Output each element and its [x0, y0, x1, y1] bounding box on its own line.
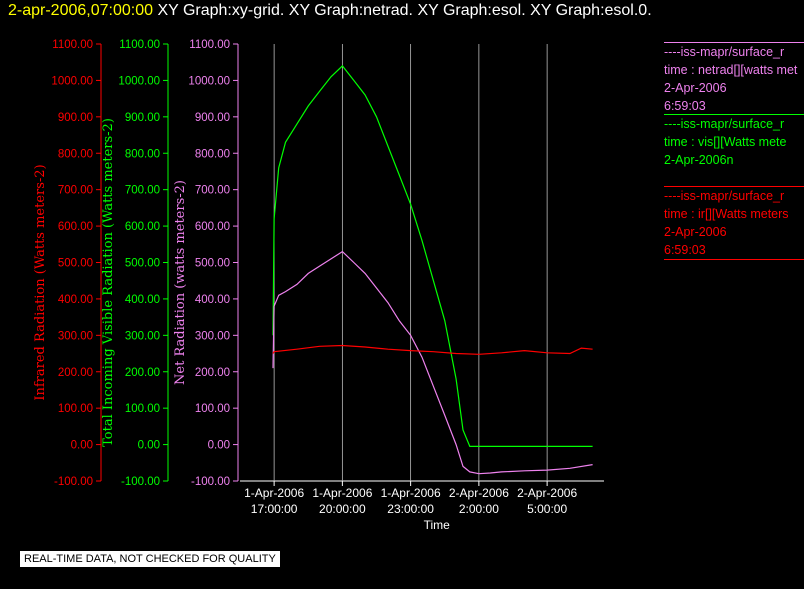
y-tick-label: 900.00 [58, 112, 93, 124]
y-axis-title: Total Incoming Visible Radiation (Watts … [101, 118, 116, 447]
y-tick-label: 600.00 [125, 221, 160, 233]
legend-variable: time : vis[][Watts mete [664, 135, 787, 149]
legend-date: 2-Apr-2006 [664, 225, 727, 239]
y-tick-label: 1100.00 [119, 39, 160, 51]
y-tick-label: 300.00 [125, 330, 160, 342]
y-tick-label: -100.00 [121, 476, 160, 488]
y-tick-label: 0.00 [208, 440, 230, 452]
y-tick-label: 400.00 [125, 294, 160, 306]
y-tick-label: 800.00 [58, 148, 93, 160]
y-tick-label: 400.00 [195, 294, 230, 306]
y-tick-label: 0.00 [71, 440, 93, 452]
x-tick-label: 20:00:00 [319, 502, 366, 516]
y-tick-label: 100.00 [195, 403, 230, 415]
y-tick-label: 700.00 [125, 185, 160, 197]
series-line [272, 250, 593, 475]
y-tick-label: 700.00 [195, 185, 230, 197]
x-tick-label: 5:00:00 [527, 502, 567, 516]
x-tick-label: 1-Apr-2006 [381, 486, 441, 500]
legend-date: 2-Apr-2006n [664, 153, 734, 167]
y-tick-label: 800.00 [125, 148, 160, 160]
y-tick-label: -100.00 [191, 476, 230, 488]
legend-variable: time : netrad[][watts met [664, 63, 798, 77]
legend-separator [664, 114, 804, 115]
y-tick-label: 900.00 [195, 112, 230, 124]
y-tick-label: 700.00 [58, 185, 93, 197]
y-tick-label: 200.00 [195, 367, 230, 379]
y-tick-label: 200.00 [125, 367, 160, 379]
y-axis-title: Net Radiation (watts meters-2) [173, 180, 188, 385]
page-title: 2-apr-2006,07:00:00 XY Graph:xy-grid. XY… [8, 2, 652, 20]
x-tick-label: 17:00:00 [251, 502, 298, 516]
x-tick-label: 1-Apr-2006 [244, 486, 304, 500]
y-tick-label: 300.00 [195, 330, 230, 342]
quality-notice: REAL-TIME DATA, NOT CHECKED FOR QUALITY [20, 551, 280, 567]
x-axis-title: Time [424, 518, 451, 532]
y-tick-label: 900.00 [125, 112, 160, 124]
legend-separator [664, 259, 804, 260]
series-line [272, 344, 593, 355]
series-line [272, 65, 593, 447]
legend-separator [664, 186, 804, 187]
legend-entry-vis: ----iss-mapr/surface_r time : vis[][Watt… [664, 114, 804, 169]
y-tick-label: 1000.00 [118, 75, 160, 87]
y-tick-label: 600.00 [195, 221, 230, 233]
y-tick-label: 1000.00 [51, 75, 93, 87]
legend-source: ----iss-mapr/surface_r [664, 45, 785, 59]
legend-separator [664, 42, 804, 43]
legend-variable: time : ir[][Watts meters [664, 207, 789, 221]
header-timestamp: 2-apr-2006,07:00:00 [8, 2, 153, 19]
y-tick-label: 200.00 [58, 367, 93, 379]
legend-time: 6:59:03 [664, 99, 706, 113]
x-tick-label: 23:00:00 [387, 502, 434, 516]
y-axis-title: Infrared Radiation (Watts meters-2) [33, 164, 48, 400]
y-tick-label: 800.00 [195, 148, 230, 160]
y-tick-label: 400.00 [58, 294, 93, 306]
x-tick-label: 2-Apr-2006 [449, 486, 509, 500]
legend-date: 2-Apr-2006 [664, 81, 727, 95]
legend-entry-netrad: ----iss-mapr/surface_r time : netrad[][w… [664, 42, 804, 115]
y-tick-label: 500.00 [58, 258, 93, 270]
x-tick-label: 2:00:00 [459, 502, 499, 516]
x-tick-label: 1-Apr-2006 [312, 486, 372, 500]
legend-source: ----iss-mapr/surface_r [664, 189, 785, 203]
y-tick-label: 1100.00 [189, 39, 230, 51]
x-tick-label: 2-Apr-2006 [517, 486, 577, 500]
y-tick-label: 500.00 [125, 258, 160, 270]
legend-source: ----iss-mapr/surface_r [664, 117, 785, 131]
y-tick-label: 100.00 [58, 403, 93, 415]
y-tick-label: 0.00 [138, 440, 160, 452]
y-tick-label: 100.00 [125, 403, 160, 415]
header-graph-titles: XY Graph:xy-grid. XY Graph:netrad. XY Gr… [157, 2, 652, 19]
y-tick-label: 1100.00 [52, 39, 93, 51]
y-tick-label: 500.00 [195, 258, 230, 270]
y-tick-label: 1000.00 [188, 75, 230, 87]
y-tick-label: -100.00 [54, 476, 93, 488]
legend-time: 6:59:03 [664, 243, 706, 257]
y-tick-label: 300.00 [58, 330, 93, 342]
legend-entry-ir: ----iss-mapr/surface_r time : ir[][Watts… [664, 186, 804, 260]
y-tick-label: 600.00 [58, 221, 93, 233]
